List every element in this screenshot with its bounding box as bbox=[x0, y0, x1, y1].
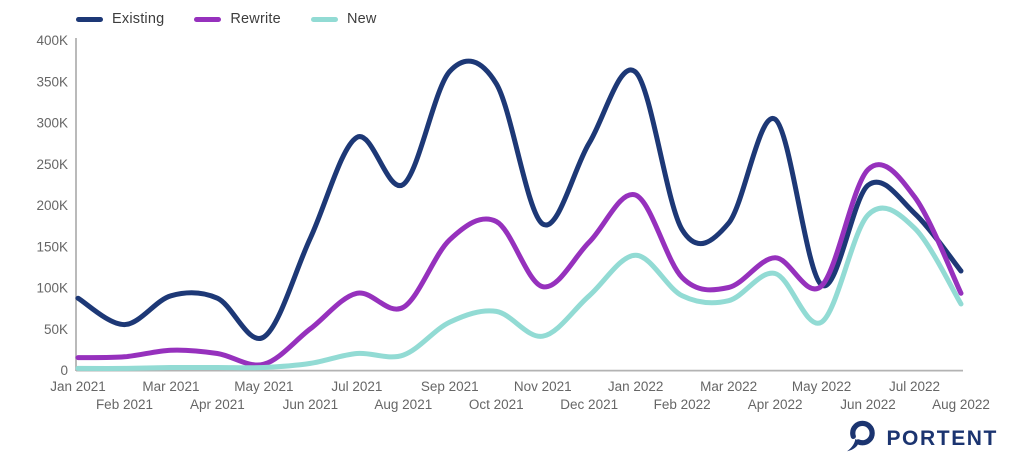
x-tick-label: Jul 2021 bbox=[331, 379, 382, 394]
x-tick-label: Jan 2022 bbox=[608, 379, 664, 394]
y-tick-label: 350K bbox=[36, 74, 68, 89]
legend-swatch-new bbox=[310, 16, 338, 22]
x-tick-label: Jun 2022 bbox=[840, 397, 896, 412]
y-tick-label: 250K bbox=[36, 157, 68, 172]
x-tick-label: Nov 2021 bbox=[514, 379, 572, 394]
x-tick-label: Dec 2021 bbox=[560, 397, 618, 412]
portent-logo: PORTENT bbox=[844, 418, 998, 459]
x-tick-label: Aug 2021 bbox=[374, 397, 432, 412]
y-tick-label: 100K bbox=[36, 281, 68, 296]
x-tick-label: Jul 2022 bbox=[889, 379, 940, 394]
legend-label: Rewrite bbox=[230, 11, 281, 27]
x-tick-label: Jan 2021 bbox=[50, 379, 106, 394]
x-tick-label: Mar 2022 bbox=[700, 379, 757, 394]
portent-logo-text: PORTENT bbox=[886, 426, 998, 450]
x-tick-label: Jun 2021 bbox=[283, 397, 339, 412]
legend-swatch-rewrite bbox=[194, 16, 222, 22]
x-tick-label: Feb 2021 bbox=[96, 397, 153, 412]
y-tick-label: 0 bbox=[60, 363, 68, 378]
x-tick-label: Aug 2022 bbox=[932, 397, 990, 412]
y-tick-label: 50K bbox=[44, 322, 68, 337]
x-tick-label: Sep 2021 bbox=[421, 379, 479, 394]
y-tick-label: 400K bbox=[36, 33, 68, 48]
legend-label: New bbox=[346, 11, 377, 27]
y-tick-label: 300K bbox=[36, 116, 68, 131]
x-tick-label: May 2021 bbox=[234, 379, 293, 394]
legend-label: Existing bbox=[112, 11, 165, 27]
legend-swatch-existing bbox=[76, 16, 103, 22]
y-tick-label: 150K bbox=[36, 239, 68, 254]
legend-item-rewrite: Rewrite bbox=[194, 11, 281, 27]
series-line-rewrite bbox=[75, 162, 964, 368]
series-line-existing bbox=[75, 58, 964, 341]
x-tick-label: Oct 2021 bbox=[469, 397, 524, 412]
legend-item-new: New bbox=[310, 11, 377, 27]
portent-logo-icon bbox=[844, 418, 877, 459]
series-line-new bbox=[75, 205, 964, 371]
x-tick-label: Apr 2021 bbox=[190, 397, 245, 412]
chart-legend: Existing Rewrite New bbox=[76, 11, 377, 27]
x-tick-label: May 2022 bbox=[792, 379, 851, 394]
x-tick-label: Feb 2022 bbox=[654, 397, 711, 412]
x-tick-label: Mar 2021 bbox=[142, 379, 199, 394]
y-tick-label: 200K bbox=[36, 198, 68, 213]
legend-item-existing: Existing bbox=[76, 11, 164, 27]
x-tick-label: Apr 2022 bbox=[748, 397, 803, 412]
